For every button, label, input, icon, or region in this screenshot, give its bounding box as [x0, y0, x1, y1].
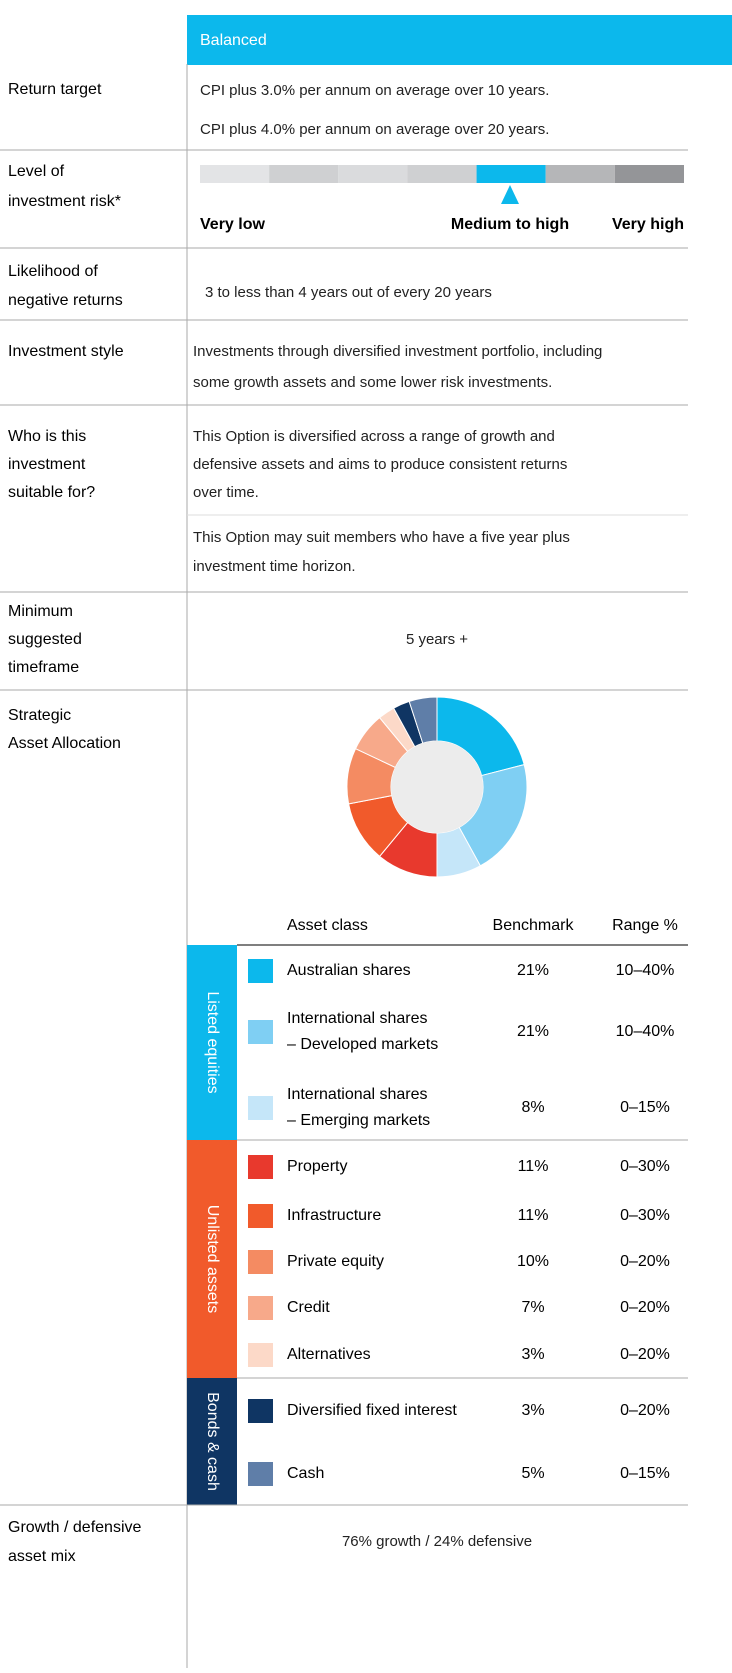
asset-range: 0–20% — [620, 1253, 670, 1270]
row-label: Growth / defensive — [8, 1519, 142, 1536]
asset-benchmark: 11% — [518, 1207, 549, 1224]
asset-swatch — [248, 1399, 273, 1423]
asset-name: Alternatives — [287, 1346, 371, 1363]
asset-swatch — [248, 1155, 273, 1179]
group-band — [187, 1378, 237, 1505]
row-label: negative returns — [8, 292, 123, 309]
risk-segment — [200, 165, 270, 183]
table-header: Benchmark — [493, 917, 575, 934]
asset-name: Cash — [287, 1465, 324, 1482]
asset-benchmark: 21% — [517, 1023, 549, 1040]
asset-benchmark: 10% — [517, 1253, 549, 1270]
asset-benchmark: 7% — [521, 1299, 544, 1316]
asset-swatch — [248, 1462, 273, 1486]
row-label: suitable for? — [8, 484, 95, 501]
asset-name: Infrastructure — [287, 1207, 381, 1224]
row-label: Likelihood of — [8, 263, 98, 280]
asset-range: 10–40% — [616, 962, 675, 979]
risk-segment — [476, 165, 546, 183]
asset-range: 10–40% — [616, 1023, 675, 1040]
asset-range: 0–30% — [620, 1158, 670, 1175]
header-title: Balanced — [200, 32, 267, 49]
asset-benchmark: 8% — [521, 1099, 544, 1116]
asset-benchmark: 3% — [521, 1402, 544, 1419]
risk-segment — [407, 165, 477, 183]
table-header: Asset class — [287, 917, 368, 934]
asset-benchmark: 11% — [518, 1158, 549, 1175]
group-label: Unlisted assets — [204, 1205, 221, 1314]
asset-name: Diversified fixed interest — [287, 1402, 457, 1419]
body-text: Investments through diversified investme… — [193, 343, 602, 360]
row-label: Level of — [8, 163, 65, 180]
asset-swatch — [248, 1250, 273, 1274]
asset-swatch — [248, 1296, 273, 1320]
risk-scale-label: Very low — [200, 216, 265, 233]
group-label: Bonds & cash — [204, 1392, 221, 1491]
row-label: suggested — [8, 631, 82, 648]
group-band — [187, 1140, 237, 1378]
group-band — [187, 945, 237, 1140]
asset-name: International shares — [287, 1086, 428, 1103]
row-label: timeframe — [8, 659, 79, 676]
row-label: asset mix — [8, 1548, 76, 1565]
body-text: over time. — [193, 484, 259, 501]
row-label: Strategic — [8, 707, 71, 724]
asset-benchmark: 3% — [521, 1346, 544, 1363]
asset-swatch — [248, 1343, 273, 1367]
risk-segment — [338, 165, 408, 183]
asset-name: – Emerging markets — [287, 1112, 430, 1129]
asset-swatch — [248, 1204, 273, 1228]
asset-benchmark: 5% — [521, 1465, 544, 1482]
body-text: This Option is diversified across a rang… — [193, 428, 555, 445]
asset-name: – Developed markets — [287, 1036, 438, 1053]
body-text: defensive assets and aims to produce con… — [193, 456, 567, 473]
donut-hole — [391, 741, 483, 833]
table-header: Range % — [612, 917, 678, 934]
asset-name: Property — [287, 1158, 347, 1175]
asset-range: 0–20% — [620, 1402, 670, 1419]
asset-swatch — [248, 959, 273, 983]
asset-name: International shares — [287, 1010, 428, 1027]
header-band — [187, 15, 732, 65]
asset-name: Private equity — [287, 1253, 384, 1270]
asset-name: Credit — [287, 1299, 330, 1316]
body-text: This Option may suit members who have a … — [193, 529, 570, 546]
body-text: 76% growth / 24% defensive — [342, 1533, 532, 1550]
body-text: CPI plus 4.0% per annum on average over … — [200, 121, 549, 138]
risk-segment — [269, 165, 339, 183]
risk-segment — [614, 165, 684, 183]
risk-scale-label: Very high — [612, 216, 684, 233]
asset-range: 0–15% — [620, 1099, 670, 1116]
row-label: investment risk* — [8, 193, 121, 210]
row-label: Investment style — [8, 343, 124, 360]
row-label: Return target — [8, 81, 102, 98]
asset-swatch — [248, 1096, 273, 1120]
asset-range: 0–20% — [620, 1299, 670, 1316]
asset-range: 0–20% — [620, 1346, 670, 1363]
body-text: investment time horizon. — [193, 558, 356, 575]
asset-name: Australian shares — [287, 962, 411, 979]
asset-benchmark: 21% — [517, 962, 549, 979]
row-label: Minimum — [8, 603, 73, 620]
risk-segment — [545, 165, 615, 183]
asset-range: 0–30% — [620, 1207, 670, 1224]
asset-range: 0–15% — [620, 1465, 670, 1482]
row-label: Asset Allocation — [8, 735, 121, 752]
row-label: investment — [8, 456, 86, 473]
body-text: some growth assets and some lower risk i… — [193, 374, 552, 391]
asset-swatch — [248, 1020, 273, 1044]
row-label: Who is this — [8, 428, 86, 445]
risk-scale-label: Medium to high — [451, 216, 569, 233]
body-text: CPI plus 3.0% per annum on average over … — [200, 82, 549, 99]
risk-pointer — [501, 185, 519, 204]
body-text: 3 to less than 4 years out of every 20 y… — [205, 284, 492, 301]
group-label: Listed equities — [204, 991, 221, 1093]
body-text: 5 years + — [406, 631, 468, 648]
